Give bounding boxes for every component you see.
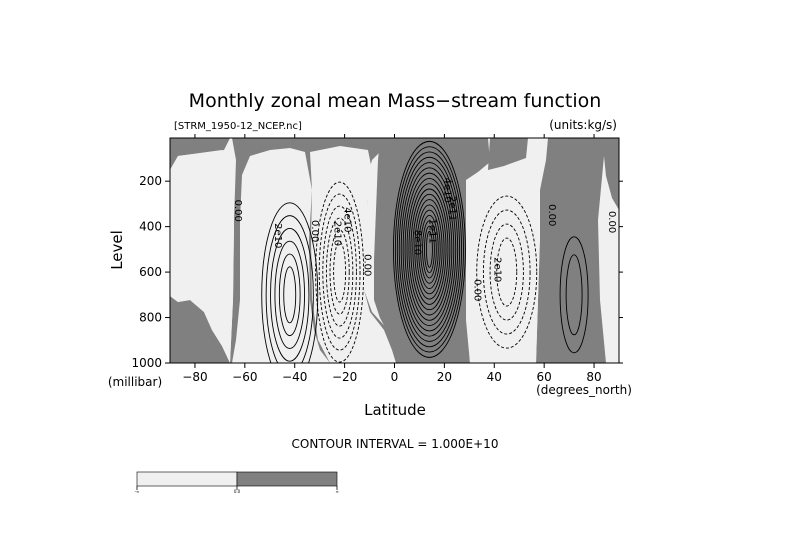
contour-label: 2e10 [332,221,343,246]
northern-ferrel-cell-contour [482,209,531,335]
northern-hadley-cell-contour [398,156,461,342]
contour-label: 0.00 [606,211,617,233]
southern-hadley-cell-contour [322,205,357,339]
northern-polar-cell-contour [559,236,589,354]
y-axis-units: (millibar) [108,375,162,389]
negative-ferrel-region [466,160,540,363]
x-axis: −80 −60 −40 −20 0 20 40 60 80 [182,134,602,384]
northern-hadley-cell-contour [404,172,455,327]
contour-interval-note: CONTOUR INTERVAL = 1.000E+10 [292,437,499,451]
southern-ferrel-cell-contour [274,240,305,349]
northern-hadley-cell-contour [402,167,457,332]
northern-hadley-cell-contour [414,199,445,300]
northern-hadley-cell-contour [418,209,441,289]
negative-polar-region [170,150,234,363]
y-tick-label: 400 [139,220,162,234]
northern-hadley-cell-contour [392,140,466,358]
y-tick-label: 600 [139,265,162,279]
contour-label: 0.00 [309,220,320,242]
contour-label: 2e10 [272,223,283,248]
colorbar-positive-swatch [236,471,338,487]
southern-ferrel-cell-contour [265,215,314,363]
y-axis-label: Level [108,230,126,270]
contour-label: 0.00 [232,200,243,222]
northern-hadley-cell-contour [420,215,439,284]
y-axis: 200 400 600 800 1000 [131,174,623,370]
northern-hadley-cell-contour [408,183,451,316]
southern-ferrel-cell-contour [261,202,319,363]
positive-region-1 [170,138,230,170]
colorbar-tick-neg-inf: -∞ [135,489,140,494]
northern-hadley-cell-contour [416,204,443,295]
source-file-label: [STRM_1950-12_NCEP.nc] [174,121,302,132]
northern-polar-cell-contour [565,254,583,336]
southern-hadley-cell-contour [333,241,347,303]
colorbar-tick-zero: 0.0 [234,489,241,494]
southern-ferrel-cell-contour [283,266,297,324]
colorbar-tick-pos-inf: ∞ [335,489,338,494]
southern-hadley-cell-contour [325,217,354,327]
y-tick-label: 800 [139,311,162,325]
x-tick-label: 20 [437,370,452,384]
contour-label: 4e10 [441,178,452,203]
x-tick-label: −80 [182,370,207,384]
colorbar-negative-swatch [136,471,238,487]
positive-region-2 [170,296,230,363]
contour-label: 0.00 [546,204,557,226]
northern-hadley-cell-contour [425,230,433,268]
colorbar: -∞ 0.0 ∞ [135,471,339,494]
contour-label: 2e10 [491,257,502,282]
x-axis-label: Latitude [364,401,426,419]
southern-hadley-cell-contour [318,193,361,351]
contour-label: 0.00 [471,279,482,301]
southern-ferrel-cell-contour [278,253,301,337]
contour-label: 1e11 [426,219,437,244]
northern-hadley-cell-contour [424,225,435,274]
x-tick-label: 0 [391,370,399,384]
northern-hadley-cell-contour [410,188,449,311]
northern-ferrel-cell-contour [489,223,524,321]
x-tick-label: −60 [232,370,257,384]
northern-hadley-cell-contour [400,162,459,337]
northern-hadley-cell-contour [412,193,447,305]
chart-title: Monthly zonal mean Mass−stream function [189,90,602,112]
x-tick-label: 80 [586,370,601,384]
contour-label: 8e10 [411,230,422,255]
northern-ferrel-cell-contour [476,195,538,349]
x-tick-label: −40 [282,370,307,384]
positive-region-5 [430,138,528,170]
southern-hadley-cell-contour [329,229,350,315]
units-label: (units:kg/s) [549,118,617,132]
northern-hadley-cell-contour [394,146,464,353]
northern-hadley-cell-contour [422,220,437,279]
northern-hadley-cell-contour [396,151,462,348]
positive-region-6 [536,138,619,363]
y-tick-label: 1000 [131,356,162,370]
x-tick-label: 60 [537,370,552,384]
southern-hadley-cell-contour [315,181,365,363]
x-tick-label: −20 [332,370,357,384]
southern-ferrel-cell-contour [270,227,310,362]
contour-label: 2e11 [446,196,457,221]
contour-label: 4e10 [342,207,353,232]
northern-ferrel-cell-contour [496,237,518,307]
y-tick-label: 200 [139,174,162,188]
contour-label: 0.00 [362,254,373,276]
northern-hadley-cell-contour [406,177,453,321]
x-tick-label: 40 [487,370,502,384]
x-axis-units: (degrees_north) [536,383,632,397]
